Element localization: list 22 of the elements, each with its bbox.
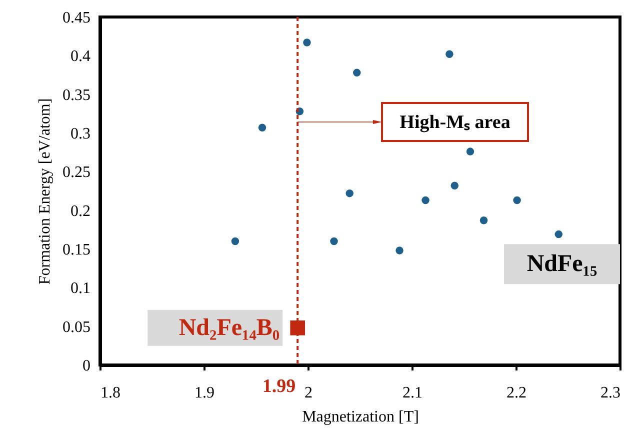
- y-axis-title: Formation Energy [eV/atom]: [36, 98, 54, 285]
- y-tick-label: 0: [82, 358, 90, 374]
- annotation: High-Mₛ area: [400, 112, 511, 133]
- x-tick-label: 2.3: [600, 384, 620, 402]
- y-tick-label: 0.05: [62, 318, 90, 336]
- x-axis-title: Magnetization [T]: [302, 408, 419, 426]
- y-tick-label: 0.4: [70, 48, 90, 66]
- y-tick-label: 0.45: [62, 10, 90, 26]
- x-tick-label: 2.2: [506, 384, 526, 402]
- y-tick-label: 0.2: [70, 202, 90, 220]
- y-tick-label: 0.15: [62, 242, 90, 258]
- series-label: NdFe₁₅: [526, 251, 598, 278]
- x-tick-label: 2.1: [402, 384, 422, 402]
- x-tick-label: 1.9: [194, 384, 214, 402]
- y-tick-label: 0.35: [62, 86, 90, 104]
- x-tick-label: 2: [304, 384, 312, 402]
- ref-line-label: 1.99: [262, 376, 296, 397]
- y-tick-label: 0.25: [62, 164, 90, 182]
- x-tick-label: 1.8: [100, 384, 120, 402]
- series-label: Nd₂Fe₁₄B₀: [178, 314, 280, 341]
- y-tick-label: 0.3: [70, 126, 90, 142]
- y-tick-label: 0.1: [70, 280, 90, 298]
